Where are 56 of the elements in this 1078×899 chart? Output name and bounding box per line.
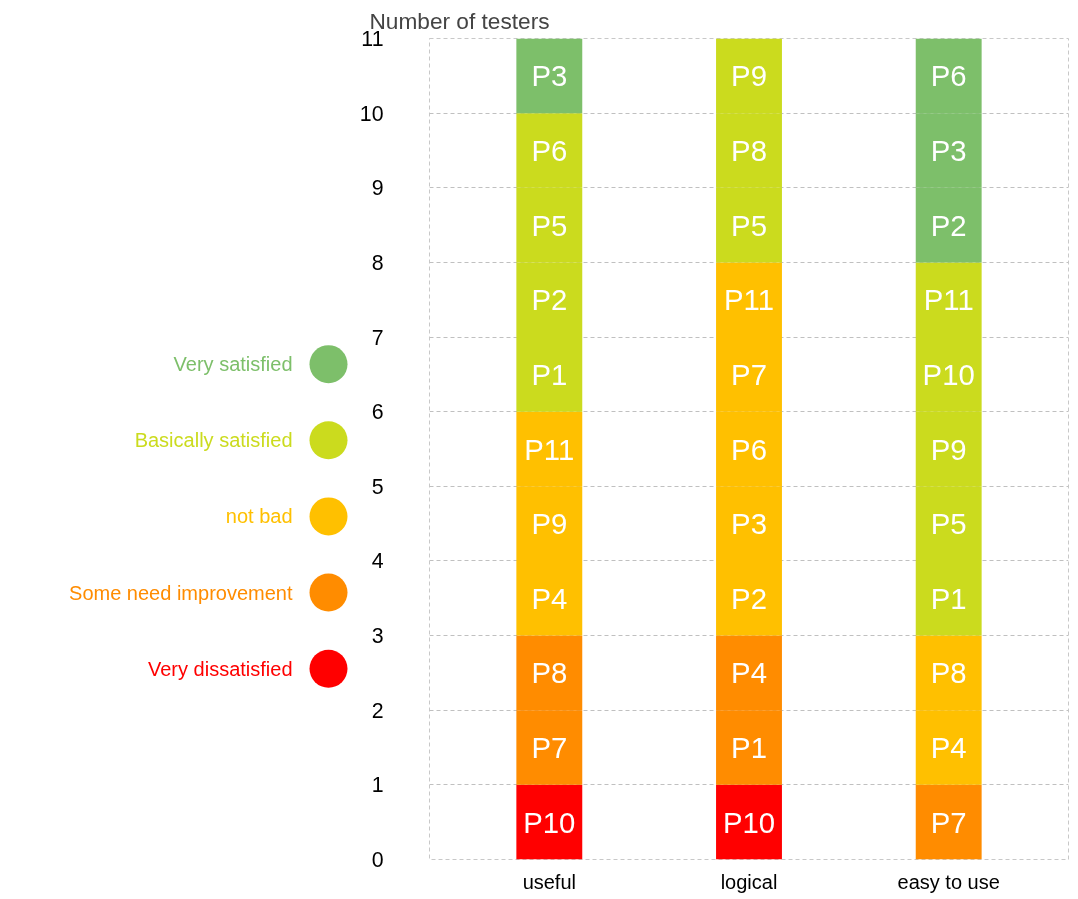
data-label: P4 [731,656,767,690]
y-tick-label: 2 [371,698,384,723]
y-tick-label: 9 [371,176,384,201]
legend-label: Very satisfied [173,353,293,376]
data-label: P7 [731,357,767,391]
data-label: P1 [531,357,568,391]
x-tick-label: useful [522,870,576,893]
bar [716,784,782,860]
legend-label: Very dissatisfied [147,657,293,680]
y-tick-label: 1 [371,773,384,798]
bar [516,38,583,114]
data-label: P3 [531,59,568,93]
data-label: P10 [722,805,776,839]
data-label: P2 [930,208,967,242]
data-label: P8 [531,656,568,690]
data-label: P9 [531,507,568,541]
data-label: P10 [922,357,975,391]
y-tick-label: 8 [371,250,384,275]
data-label: P8 [930,656,967,690]
y-tick-label: 6 [371,400,384,425]
data-label: P7 [531,731,568,765]
data-label: P1 [930,581,967,615]
data-label: P3 [731,507,767,541]
data-label: P5 [930,507,967,541]
x-tick-label: logical [720,870,778,893]
x-tick-label: easy to use [897,870,1000,893]
data-label: P4 [531,581,568,615]
data-label: P9 [731,59,767,93]
y-tick-label: 7 [371,325,384,350]
data-label: P11 [923,283,974,317]
legend-label: not bad [225,505,293,528]
data-label: P6 [731,432,767,466]
data-label: P8 [731,133,767,167]
y-tick-label: 3 [371,624,384,649]
data-label: P6 [531,133,568,167]
data-label: P1 [731,731,767,765]
data-label: P10 [523,805,576,839]
data-label: P2 [731,581,767,615]
data-label: P3 [930,133,967,167]
bar [915,784,982,860]
y-tick-label: 10 [359,101,384,126]
data-label: P5 [731,208,767,242]
legend-label: Some need improvement [69,581,293,604]
legend-label: Basically satisfied [134,429,293,452]
data-label: P11 [524,432,575,466]
data-label: P7 [930,805,967,839]
data-label: P11 [724,283,775,317]
bar [516,784,583,860]
y-tick-label: 5 [371,474,384,499]
y-tick-label: 4 [371,549,384,574]
y-tick-label: 0 [371,848,384,872]
data-label: P9 [930,432,967,466]
data-label: P4 [930,731,967,765]
data-label: P6 [930,59,967,93]
data-label: P2 [531,283,568,317]
data-label: P5 [531,208,568,242]
